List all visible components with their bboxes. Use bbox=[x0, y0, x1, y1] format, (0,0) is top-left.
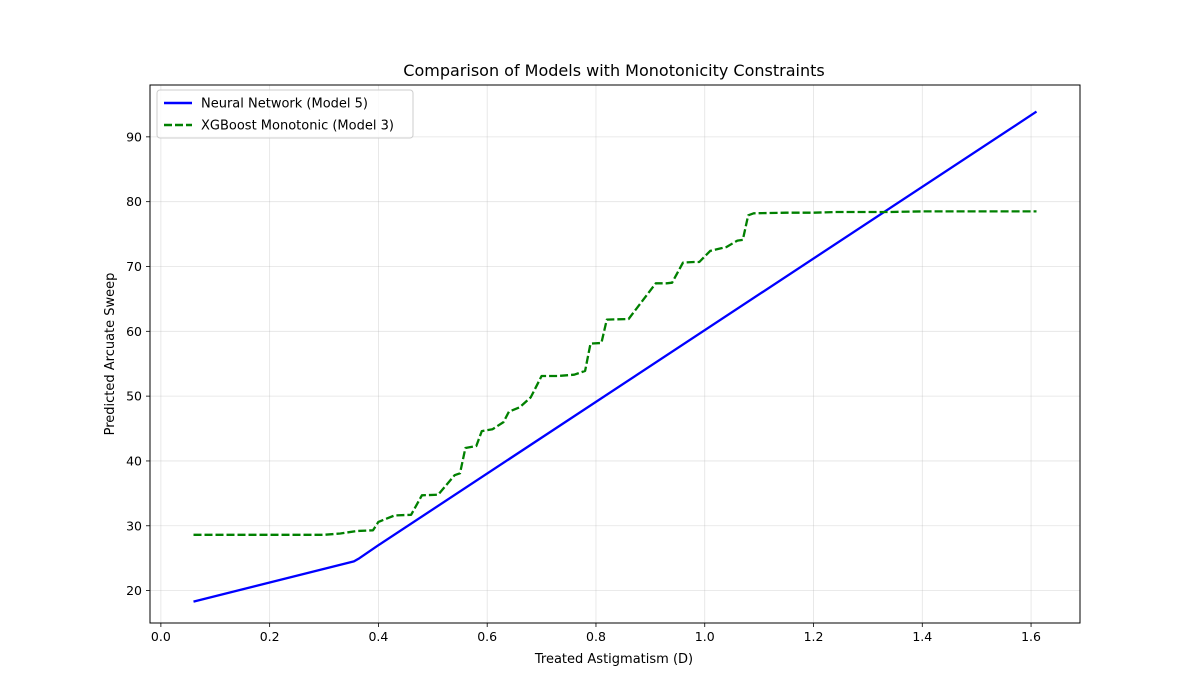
axis-ticks: 0.0 0.2 0.4 0.6 0.8 1.0 1.2 1.4 1.6 20 30 40 50 60 70 8… bbox=[126, 129, 1041, 644]
series-line-xgboost bbox=[193, 210, 1037, 536]
y-tick-label: 50 bbox=[126, 389, 142, 404]
legend-label-neural-network: Neural Network (Model 5) bbox=[201, 97, 368, 112]
legend-label-xgboost: XGBoost Monotonic (Model 3) bbox=[201, 119, 394, 134]
x-tick-label: 0.0 bbox=[151, 629, 171, 644]
x-tick-label: 0.8 bbox=[586, 629, 606, 644]
x-tick-label: 0.2 bbox=[260, 629, 280, 644]
x-tick-label: 1.2 bbox=[804, 629, 824, 644]
x-tick-label: 0.4 bbox=[368, 629, 388, 644]
y-axis-label: Predicted Arcuate Sweep bbox=[103, 273, 118, 436]
y-tick-label: 40 bbox=[126, 453, 142, 468]
y-tick-label: 20 bbox=[126, 583, 142, 598]
x-tick-label: 1.6 bbox=[1021, 629, 1041, 644]
y-tick-label: 90 bbox=[126, 129, 142, 144]
legend: Neural Network (Model 5) XGBoost Monoton… bbox=[156, 89, 414, 139]
x-tick-label: 0.6 bbox=[477, 629, 497, 644]
plot-area-frame bbox=[149, 84, 1081, 624]
y-tick-label: 30 bbox=[126, 518, 142, 533]
x-tick-label: 1.0 bbox=[695, 629, 715, 644]
legend-box bbox=[156, 89, 414, 139]
y-tick-label: 70 bbox=[126, 259, 142, 274]
x-tick-label: 1.4 bbox=[912, 629, 932, 644]
x-axis-label: Treated Astigmatism (D) bbox=[534, 652, 693, 667]
y-tick-label: 60 bbox=[126, 324, 142, 339]
plot-series bbox=[193, 110, 1038, 603]
chart-title: Comparison of Models with Monotonicity C… bbox=[403, 61, 824, 80]
grid bbox=[150, 85, 1080, 623]
series-line-neural-network bbox=[193, 110, 1038, 603]
y-tick-label: 80 bbox=[126, 194, 142, 209]
